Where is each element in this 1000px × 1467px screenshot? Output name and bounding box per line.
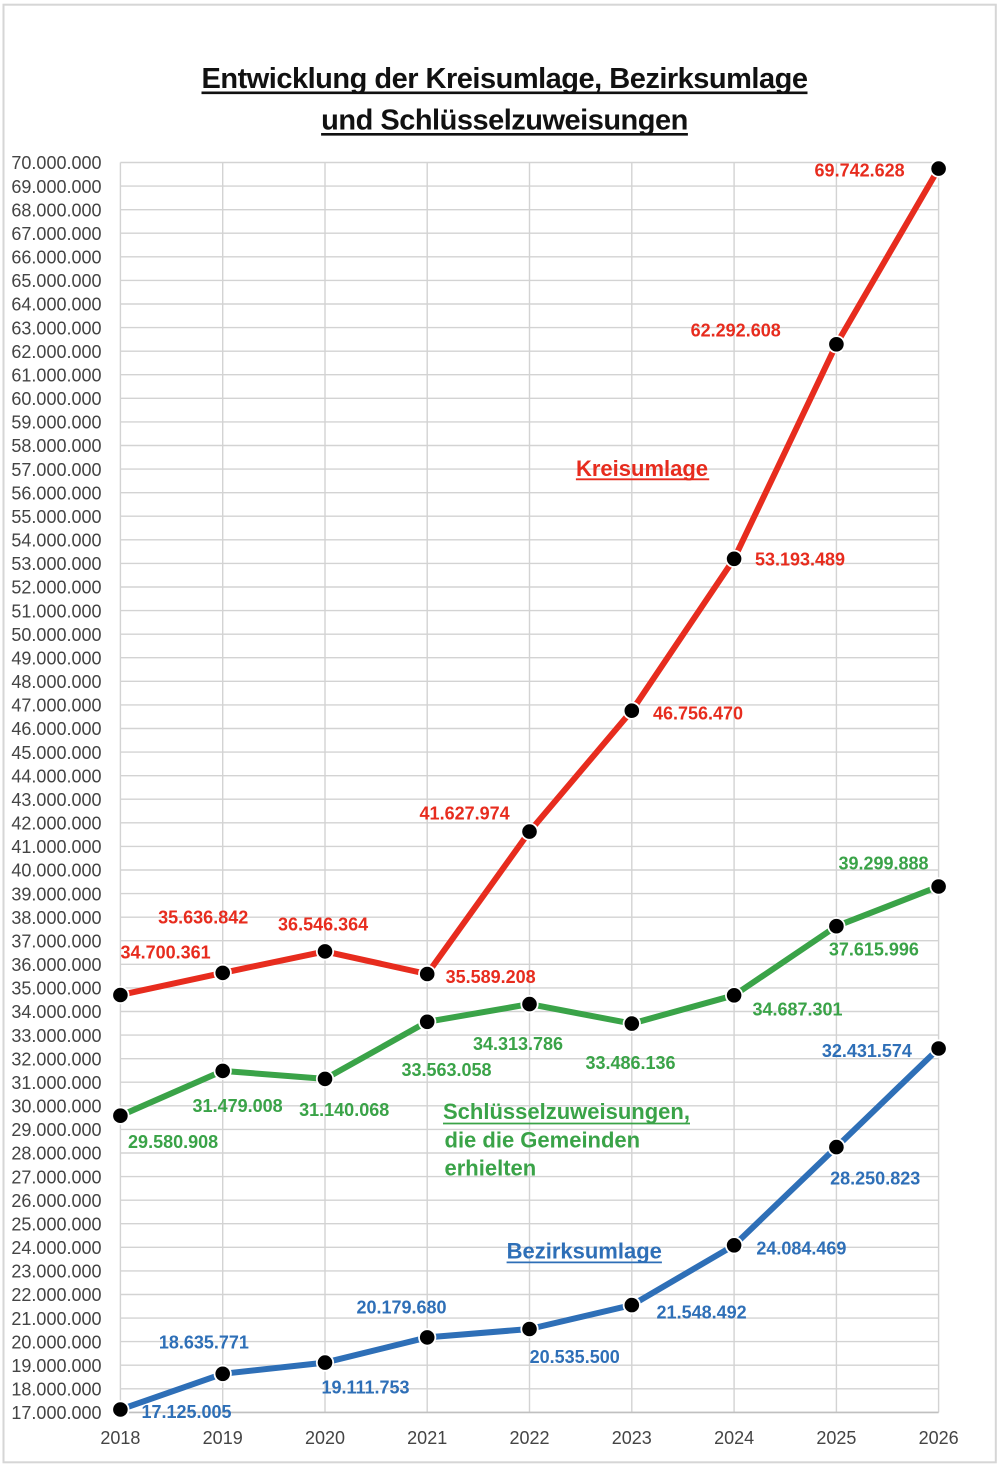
svg-text:24.084.469: 24.084.469 (756, 1239, 846, 1259)
svg-text:21.548.492: 21.548.492 (657, 1303, 747, 1323)
svg-text:2023: 2023 (612, 1428, 652, 1448)
svg-text:31.140.068: 31.140.068 (299, 1100, 389, 1120)
svg-text:58.000.000: 58.000.000 (11, 436, 101, 456)
svg-text:2024: 2024 (714, 1428, 754, 1448)
svg-text:47.000.000: 47.000.000 (11, 696, 101, 716)
svg-text:35.636.842: 35.636.842 (158, 908, 248, 928)
svg-text:20.000.000: 20.000.000 (11, 1332, 101, 1352)
svg-text:63.000.000: 63.000.000 (11, 318, 101, 338)
svg-text:2020: 2020 (305, 1428, 345, 1448)
svg-text:22.000.000: 22.000.000 (11, 1285, 101, 1305)
svg-text:37.615.996: 37.615.996 (829, 939, 919, 959)
svg-text:24.000.000: 24.000.000 (11, 1238, 101, 1258)
svg-text:erhielten: erhielten (445, 1156, 537, 1181)
svg-text:2022: 2022 (509, 1428, 549, 1448)
svg-text:32.431.574: 32.431.574 (822, 1041, 912, 1061)
svg-text:51.000.000: 51.000.000 (11, 601, 101, 621)
svg-text:35.000.000: 35.000.000 (11, 979, 101, 999)
svg-text:18.000.000: 18.000.000 (11, 1380, 101, 1400)
svg-text:36.546.364: 36.546.364 (278, 915, 368, 935)
svg-text:62.000.000: 62.000.000 (11, 342, 101, 362)
svg-text:20.179.680: 20.179.680 (356, 1298, 446, 1318)
svg-text:32.000.000: 32.000.000 (11, 1049, 101, 1069)
svg-text:2026: 2026 (919, 1428, 959, 1448)
svg-text:17.125.005: 17.125.005 (141, 1402, 231, 1422)
svg-text:35.589.208: 35.589.208 (446, 967, 536, 987)
svg-text:28.000.000: 28.000.000 (11, 1144, 101, 1164)
svg-text:Kreisumlage: Kreisumlage (576, 456, 708, 481)
svg-text:44.000.000: 44.000.000 (11, 766, 101, 786)
svg-text:56.000.000: 56.000.000 (11, 483, 101, 503)
svg-text:33.563.058: 33.563.058 (401, 1060, 491, 1080)
svg-text:60.000.000: 60.000.000 (11, 389, 101, 409)
svg-text:die die Gemeinden: die die Gemeinden (445, 1127, 641, 1152)
svg-text:70.000.000: 70.000.000 (11, 153, 101, 173)
svg-text:52.000.000: 52.000.000 (11, 578, 101, 598)
svg-text:Bezirksumlage: Bezirksumlage (507, 1239, 662, 1264)
svg-text:53.193.489: 53.193.489 (755, 549, 845, 569)
svg-text:46.756.470: 46.756.470 (653, 703, 743, 723)
svg-text:Schlüsselzuweisungen,: Schlüsselzuweisungen, (443, 1099, 690, 1124)
svg-text:69.742.628: 69.742.628 (815, 161, 905, 181)
svg-text:36.000.000: 36.000.000 (11, 955, 101, 975)
svg-text:18.635.771: 18.635.771 (159, 1332, 249, 1352)
svg-text:38.000.000: 38.000.000 (11, 908, 101, 928)
svg-text:21.000.000: 21.000.000 (11, 1309, 101, 1329)
svg-text:25.000.000: 25.000.000 (11, 1214, 101, 1234)
svg-text:48.000.000: 48.000.000 (11, 672, 101, 692)
svg-text:39.299.888: 39.299.888 (838, 854, 928, 874)
svg-text:40.000.000: 40.000.000 (11, 861, 101, 881)
svg-text:67.000.000: 67.000.000 (11, 224, 101, 244)
svg-text:54.000.000: 54.000.000 (11, 531, 101, 551)
svg-text:39.000.000: 39.000.000 (11, 884, 101, 904)
svg-text:42.000.000: 42.000.000 (11, 814, 101, 834)
svg-text:31.000.000: 31.000.000 (11, 1073, 101, 1093)
svg-text:30.000.000: 30.000.000 (11, 1097, 101, 1117)
svg-text:45.000.000: 45.000.000 (11, 743, 101, 763)
svg-text:2018: 2018 (100, 1428, 140, 1448)
svg-text:29.580.908: 29.580.908 (128, 1132, 218, 1152)
svg-text:34.687.301: 34.687.301 (752, 1000, 842, 1020)
svg-text:26.000.000: 26.000.000 (11, 1191, 101, 1211)
svg-text:69.000.000: 69.000.000 (11, 177, 101, 197)
svg-text:und Schlüsselzuweisungen: und Schlüsselzuweisungen (321, 105, 688, 137)
svg-text:34.000.000: 34.000.000 (11, 1002, 101, 1022)
svg-text:55.000.000: 55.000.000 (11, 507, 101, 527)
svg-text:20.535.500: 20.535.500 (530, 1347, 620, 1367)
svg-text:31.479.008: 31.479.008 (193, 1096, 283, 1116)
svg-text:46.000.000: 46.000.000 (11, 719, 101, 739)
svg-text:65.000.000: 65.000.000 (11, 271, 101, 291)
svg-text:34.313.786: 34.313.786 (473, 1034, 563, 1054)
svg-text:29.000.000: 29.000.000 (11, 1120, 101, 1140)
svg-text:49.000.000: 49.000.000 (11, 648, 101, 668)
svg-text:34.700.361: 34.700.361 (121, 943, 211, 963)
svg-text:57.000.000: 57.000.000 (11, 460, 101, 480)
svg-text:41.000.000: 41.000.000 (11, 837, 101, 857)
svg-text:33.000.000: 33.000.000 (11, 1026, 101, 1046)
svg-text:50.000.000: 50.000.000 (11, 625, 101, 645)
svg-text:66.000.000: 66.000.000 (11, 248, 101, 268)
svg-text:27.000.000: 27.000.000 (11, 1167, 101, 1187)
svg-text:64.000.000: 64.000.000 (11, 295, 101, 315)
svg-text:23.000.000: 23.000.000 (11, 1262, 101, 1282)
svg-text:61.000.000: 61.000.000 (11, 365, 101, 385)
svg-text:28.250.823: 28.250.823 (830, 1168, 920, 1188)
svg-text:17.000.000: 17.000.000 (11, 1403, 101, 1423)
svg-text:2021: 2021 (407, 1428, 447, 1448)
svg-text:2019: 2019 (203, 1428, 243, 1448)
svg-text:68.000.000: 68.000.000 (11, 200, 101, 220)
svg-text:2025: 2025 (816, 1428, 856, 1448)
svg-text:33.486.136: 33.486.136 (585, 1053, 675, 1073)
svg-text:19.111.753: 19.111.753 (321, 1377, 409, 1397)
svg-text:41.627.974: 41.627.974 (420, 804, 510, 824)
svg-text:Entwicklung der Kreisumlage, B: Entwicklung der Kreisumlage, Bezirksumla… (202, 63, 808, 95)
svg-text:62.292.608: 62.292.608 (691, 321, 781, 341)
svg-text:43.000.000: 43.000.000 (11, 790, 101, 810)
svg-text:19.000.000: 19.000.000 (11, 1356, 101, 1376)
svg-text:53.000.000: 53.000.000 (11, 554, 101, 574)
svg-text:37.000.000: 37.000.000 (11, 931, 101, 951)
svg-text:59.000.000: 59.000.000 (11, 413, 101, 433)
